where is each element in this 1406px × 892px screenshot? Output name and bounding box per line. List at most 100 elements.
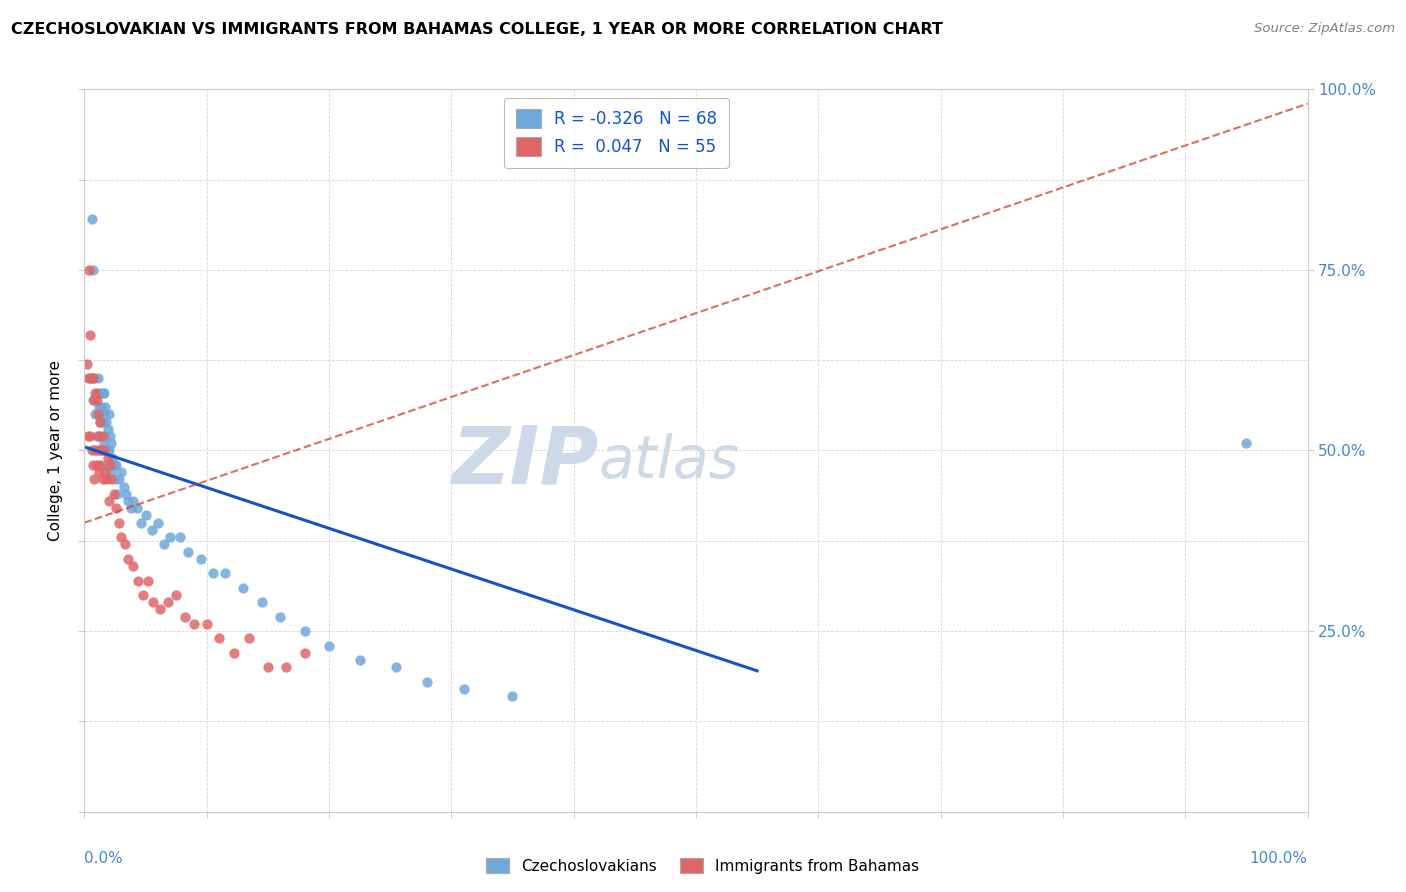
Point xyxy=(100,465,122,479)
Point xyxy=(107,472,129,486)
Point xyxy=(89,385,111,400)
Point xyxy=(156,595,179,609)
Point xyxy=(89,458,111,472)
Point xyxy=(87,443,110,458)
Point xyxy=(96,472,118,486)
Point xyxy=(93,385,115,400)
Point xyxy=(104,472,127,486)
Point xyxy=(86,392,108,407)
Point xyxy=(93,436,115,450)
Point xyxy=(94,429,117,443)
Point xyxy=(159,530,181,544)
Point xyxy=(97,407,120,421)
Point xyxy=(87,429,110,443)
Point xyxy=(125,501,148,516)
Point xyxy=(90,443,112,458)
Point xyxy=(82,371,104,385)
Point xyxy=(136,574,159,588)
Point xyxy=(79,371,101,385)
Point xyxy=(97,494,120,508)
Point xyxy=(80,212,103,227)
Point xyxy=(257,660,280,674)
Point xyxy=(97,422,120,436)
Point xyxy=(90,443,112,458)
Point xyxy=(93,407,115,421)
Point xyxy=(103,487,125,501)
Point xyxy=(91,443,114,458)
Point xyxy=(117,551,139,566)
Point xyxy=(153,537,176,551)
Point xyxy=(91,385,114,400)
Text: Source: ZipAtlas.com: Source: ZipAtlas.com xyxy=(1254,22,1395,36)
Point xyxy=(80,371,103,385)
Point xyxy=(173,609,195,624)
Point xyxy=(120,501,142,516)
Legend: Czechoslovakians, Immigrants from Bahamas: Czechoslovakians, Immigrants from Bahama… xyxy=(481,852,925,880)
Point xyxy=(105,458,128,472)
Point xyxy=(93,443,115,458)
Point xyxy=(77,371,100,385)
Text: ZIP: ZIP xyxy=(451,422,598,500)
Point xyxy=(127,574,149,588)
Point xyxy=(129,516,152,530)
Point xyxy=(250,595,273,609)
Point xyxy=(83,392,105,407)
Point xyxy=(115,487,138,501)
Point xyxy=(90,400,112,414)
Point xyxy=(97,450,120,465)
Point xyxy=(80,443,103,458)
Point xyxy=(117,494,139,508)
Point xyxy=(214,566,236,581)
Point xyxy=(83,472,105,486)
Point xyxy=(453,681,475,696)
Point xyxy=(103,458,125,472)
Point xyxy=(385,660,408,674)
Point xyxy=(87,407,110,421)
Point xyxy=(91,429,114,443)
Point xyxy=(294,646,316,660)
Point xyxy=(222,646,245,660)
Point xyxy=(195,616,218,631)
Point xyxy=(238,632,260,646)
Point xyxy=(86,458,108,472)
Point xyxy=(83,371,105,385)
Point xyxy=(201,566,224,581)
Point xyxy=(79,327,101,342)
Point xyxy=(94,400,117,414)
Point xyxy=(146,516,169,530)
Point xyxy=(89,415,111,429)
Point xyxy=(318,639,340,653)
Point xyxy=(122,494,145,508)
Point xyxy=(169,530,191,544)
Point xyxy=(96,415,118,429)
Point xyxy=(82,458,104,472)
Point xyxy=(86,429,108,443)
Point xyxy=(165,588,187,602)
Point xyxy=(76,357,98,371)
Point xyxy=(276,660,298,674)
Point xyxy=(91,415,114,429)
Point xyxy=(82,392,104,407)
Text: CZECHOSLOVAKIAN VS IMMIGRANTS FROM BAHAMAS COLLEGE, 1 YEAR OR MORE CORRELATION C: CZECHOSLOVAKIAN VS IMMIGRANTS FROM BAHAM… xyxy=(11,22,943,37)
Point xyxy=(190,551,212,566)
Point xyxy=(100,472,122,486)
Point xyxy=(86,385,108,400)
Point xyxy=(82,262,104,277)
Point xyxy=(105,487,128,501)
Point xyxy=(87,407,110,421)
Point xyxy=(97,443,120,458)
Point xyxy=(105,501,128,516)
Legend: R = -0.326   N = 68, R =  0.047   N = 55: R = -0.326 N = 68, R = 0.047 N = 55 xyxy=(505,97,728,168)
Point xyxy=(349,653,371,667)
Point xyxy=(149,602,172,616)
Point xyxy=(87,400,110,414)
Point xyxy=(94,465,117,479)
Point xyxy=(97,443,120,458)
Point xyxy=(502,689,524,703)
Point xyxy=(294,624,316,639)
Point xyxy=(77,262,100,277)
Point xyxy=(232,581,254,595)
Point xyxy=(110,465,132,479)
Point xyxy=(96,458,118,472)
Point xyxy=(122,559,145,574)
